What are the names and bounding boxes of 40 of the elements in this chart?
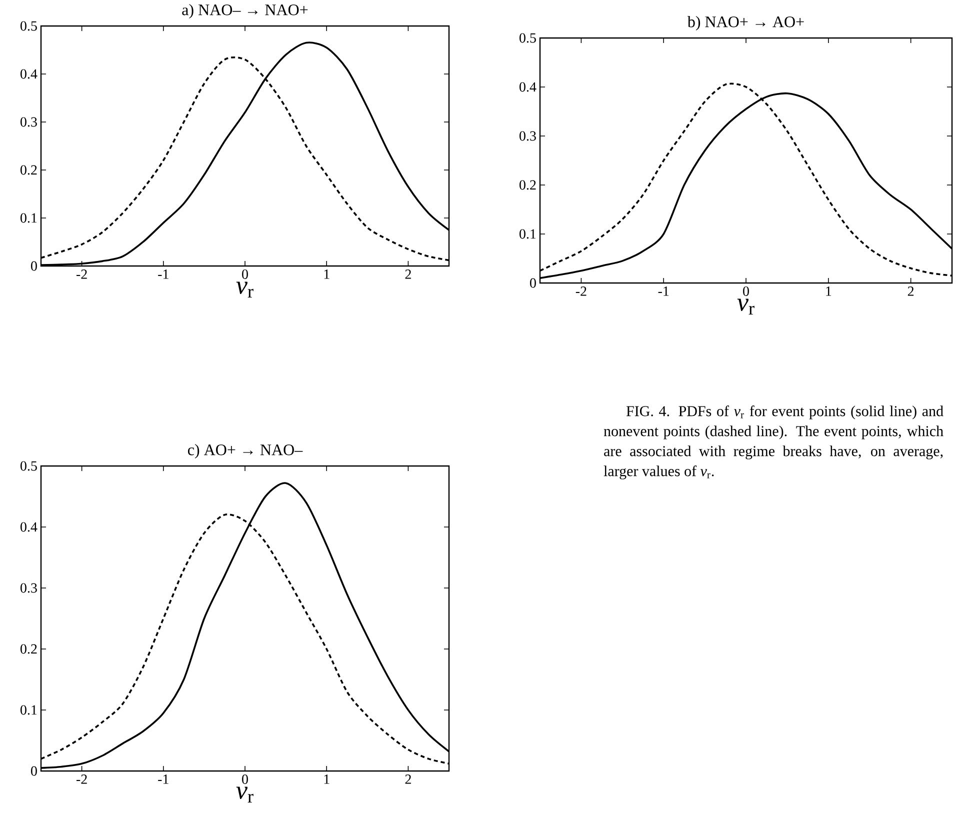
x-tick-label: -1 [658,286,669,296]
x-tick-label: -2 [76,270,87,279]
y-tick-label: 0.4 [520,82,536,92]
chart-title: b) NAO+ → AO+ [687,16,804,30]
y-tick-label: 0.2 [520,180,536,190]
y-tick-label: 0 [31,261,37,271]
y-tick-label: 0.2 [20,165,37,175]
y-tick-label: 0.3 [20,583,37,593]
x-axis-title: v$_{r}$ [236,786,254,802]
y-tick-label: 0.1 [20,705,37,715]
y-tick-label: 0.3 [20,117,37,127]
x-tick-label: 0 [743,286,749,296]
x-axis-title: v$_{r}$ [236,282,254,298]
text: FIG. 4. PDFs of v$_{r}$ for event points (solid line) and nonevent points (dashed line). The event points, which are associated with regime breaks have, on average, larger values of v$_{r}$. [604,406,944,480]
y-tick-label: 0.1 [20,213,37,223]
chart-title: c) AO+ → NAO– [188,444,303,459]
x-tick-label: 2 [405,270,411,279]
x-tick-label: 2 [908,286,914,296]
y-tick-label: 0.3 [520,131,536,141]
x-tick-label: 0 [242,774,248,784]
chart-title: a) NAO– → NAO+ [182,4,308,18]
y-tick-label: 0.4 [20,69,38,79]
x-tick-label: -1 [158,774,168,784]
x-tick-label: -2 [76,774,87,784]
y-tick-label: 0 [530,278,536,288]
y-tick-label: 0.2 [20,644,37,654]
x-axis-title: v$_{r}$ [737,298,754,314]
y-tick-label: 0.5 [20,461,37,471]
x-tick-label: 2 [405,774,411,784]
x-tick-label: 1 [826,286,832,296]
x-tick-label: -1 [158,270,168,279]
x-tick-label: -2 [576,286,586,296]
y-tick-label: 0.5 [520,33,536,43]
x-tick-label: 1 [324,774,330,784]
x-tick-label: 1 [324,270,330,279]
x-tick-label: 0 [242,270,248,279]
y-tick-label: 0.4 [20,522,38,532]
y-tick-label: 0.1 [520,229,536,239]
y-tick-label: 0.5 [20,21,37,31]
y-tick-label: 0 [31,766,37,776]
